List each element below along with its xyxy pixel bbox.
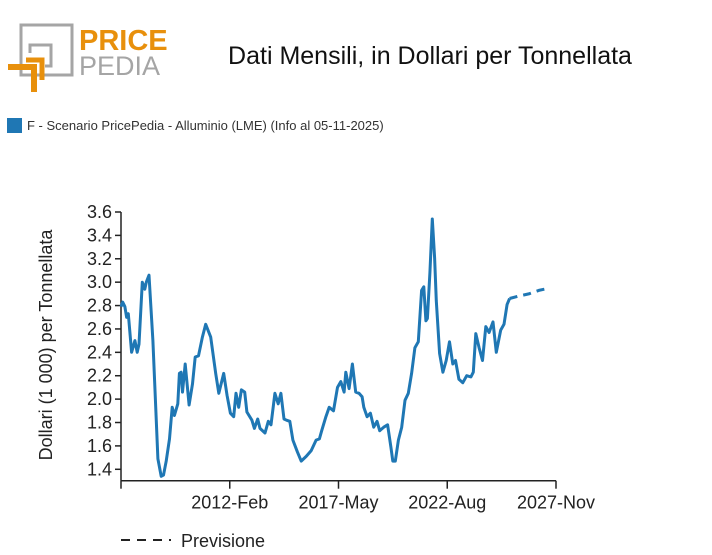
y-tick-label: 1.6 <box>87 436 112 456</box>
y-tick-label: 1.8 <box>87 413 112 433</box>
y-tick-label: 2.6 <box>87 319 112 339</box>
x-tick-label: 2012-Feb <box>191 493 268 513</box>
y-tick-label: 3.2 <box>87 249 112 269</box>
y-axis: 1.4 1.6 1.8 2.0 2.2 2.4 2.6 2.8 3.0 3.2 3.4 3.6 <box>87 202 122 481</box>
pricepedia-logo: PRICE PEDIA <box>8 23 168 92</box>
series-lines <box>119 217 551 478</box>
forecast-line <box>509 286 551 300</box>
y-tick-label: 2.4 <box>87 342 112 362</box>
x-axis: 2012-Feb 2017-May 2022-Aug 2027-Nov <box>120 479 595 513</box>
y-tick-label: 1.4 <box>87 459 112 479</box>
legend-label: F - Scenario PricePedia - Alluminio (LME… <box>27 118 384 133</box>
legend[interactable]: F - Scenario PricePedia - Alluminio (LME… <box>7 118 384 133</box>
chart-title: Dati Mensili, in Dollari per Tonnellata <box>228 42 632 70</box>
y-tick-label: 2.2 <box>87 366 112 386</box>
x-tick-label: 2022-Aug <box>408 493 486 513</box>
y-tick-label: 2.0 <box>87 389 112 409</box>
y-tick-label: 3.4 <box>87 225 112 245</box>
y-tick-label: 3.6 <box>87 202 112 222</box>
x-tick-label: 2017-May <box>298 493 378 513</box>
forecast-legend-label: Previsione <box>181 531 265 551</box>
price-line <box>119 217 511 478</box>
legend-swatch <box>7 118 22 133</box>
y-axis-label: Dollari (1 000) per Tonnellata <box>36 229 56 461</box>
svg-text:PRICE: PRICE <box>79 25 168 57</box>
svg-text:PEDIA: PEDIA <box>79 51 160 81</box>
y-tick-label: 2.8 <box>87 296 112 316</box>
y-tick-label: 3.0 <box>87 272 112 292</box>
x-tick-label: 2027-Nov <box>517 493 595 513</box>
